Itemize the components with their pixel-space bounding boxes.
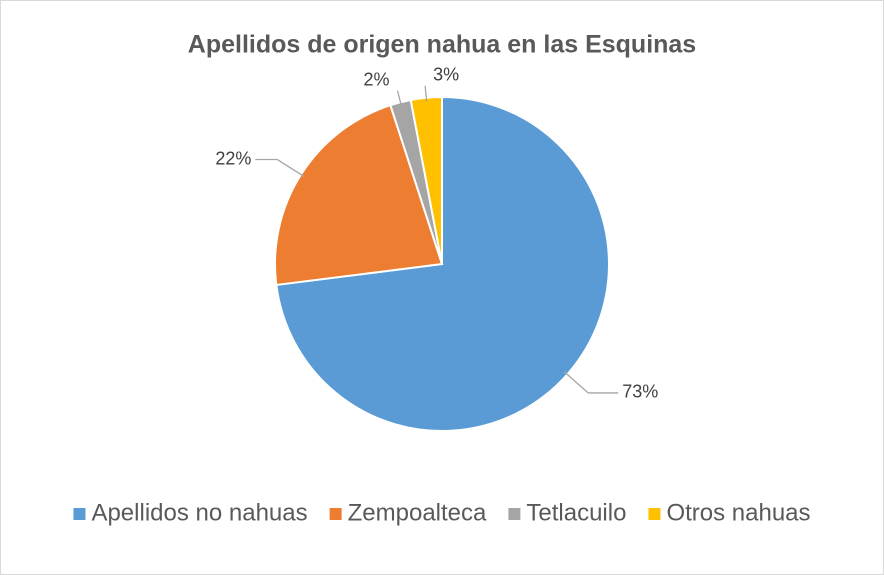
legend-swatch (648, 508, 661, 520)
leader-line (424, 85, 428, 102)
leader-line (396, 90, 403, 107)
chart-title: Apellidos de origen nahua en las Esquina… (188, 31, 696, 59)
legend-swatch (508, 508, 521, 520)
legend-label: Zempoalteca (348, 499, 487, 526)
legend-label: Otros nahuas (666, 499, 810, 526)
data-label: 22% (215, 148, 251, 168)
data-label: 3% (433, 65, 459, 85)
legend-swatch (329, 508, 342, 520)
leader-line (255, 158, 305, 178)
leader-line (563, 371, 619, 394)
legend-swatch (73, 508, 86, 520)
data-label: 73% (622, 382, 658, 402)
legend-label: Apellidos no nahuas (91, 499, 307, 526)
data-label: 2% (363, 69, 389, 89)
legend-label: Tetlacuilo (526, 499, 626, 526)
